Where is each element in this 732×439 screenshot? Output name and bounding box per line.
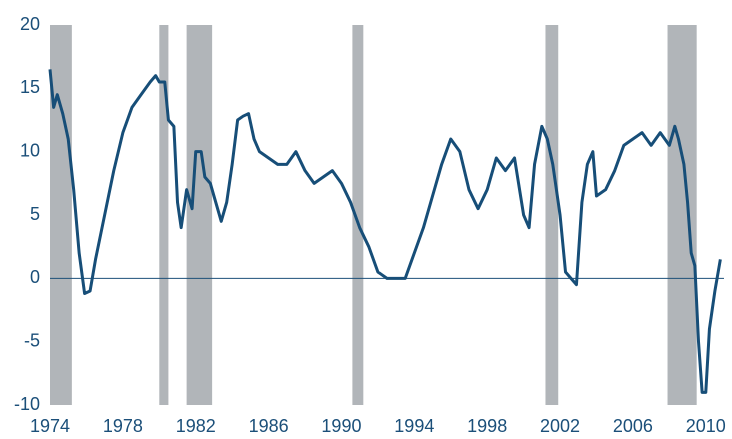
x-tick-label: 1990: [321, 416, 361, 436]
y-tick-label: 20: [20, 14, 40, 34]
x-tick-label: 2010: [686, 416, 726, 436]
y-tick-label: 0: [30, 267, 40, 287]
recession-band: [352, 25, 364, 405]
x-tick-label: 1998: [467, 416, 507, 436]
x-tick-label: 2002: [540, 416, 580, 436]
x-tick-label: 1974: [30, 416, 70, 436]
y-tick-label: 15: [20, 77, 40, 97]
data-line: [48, 69, 722, 394]
y-tick-label: -5: [24, 330, 40, 350]
x-tick-label: 1978: [103, 416, 143, 436]
recession-band: [667, 25, 697, 405]
recession-band: [50, 25, 72, 405]
x-tick-label: 1982: [176, 416, 216, 436]
y-tick-label: 10: [20, 140, 40, 160]
x-tick-label: 2006: [613, 416, 653, 436]
y-tick-label: -10: [14, 394, 40, 414]
recession-band: [159, 25, 169, 405]
y-tick-label: 5: [30, 204, 40, 224]
recession-band: [545, 25, 559, 405]
recession-band: [186, 25, 213, 405]
x-tick-label: 1994: [394, 416, 434, 436]
x-tick-label: 1986: [249, 416, 289, 436]
